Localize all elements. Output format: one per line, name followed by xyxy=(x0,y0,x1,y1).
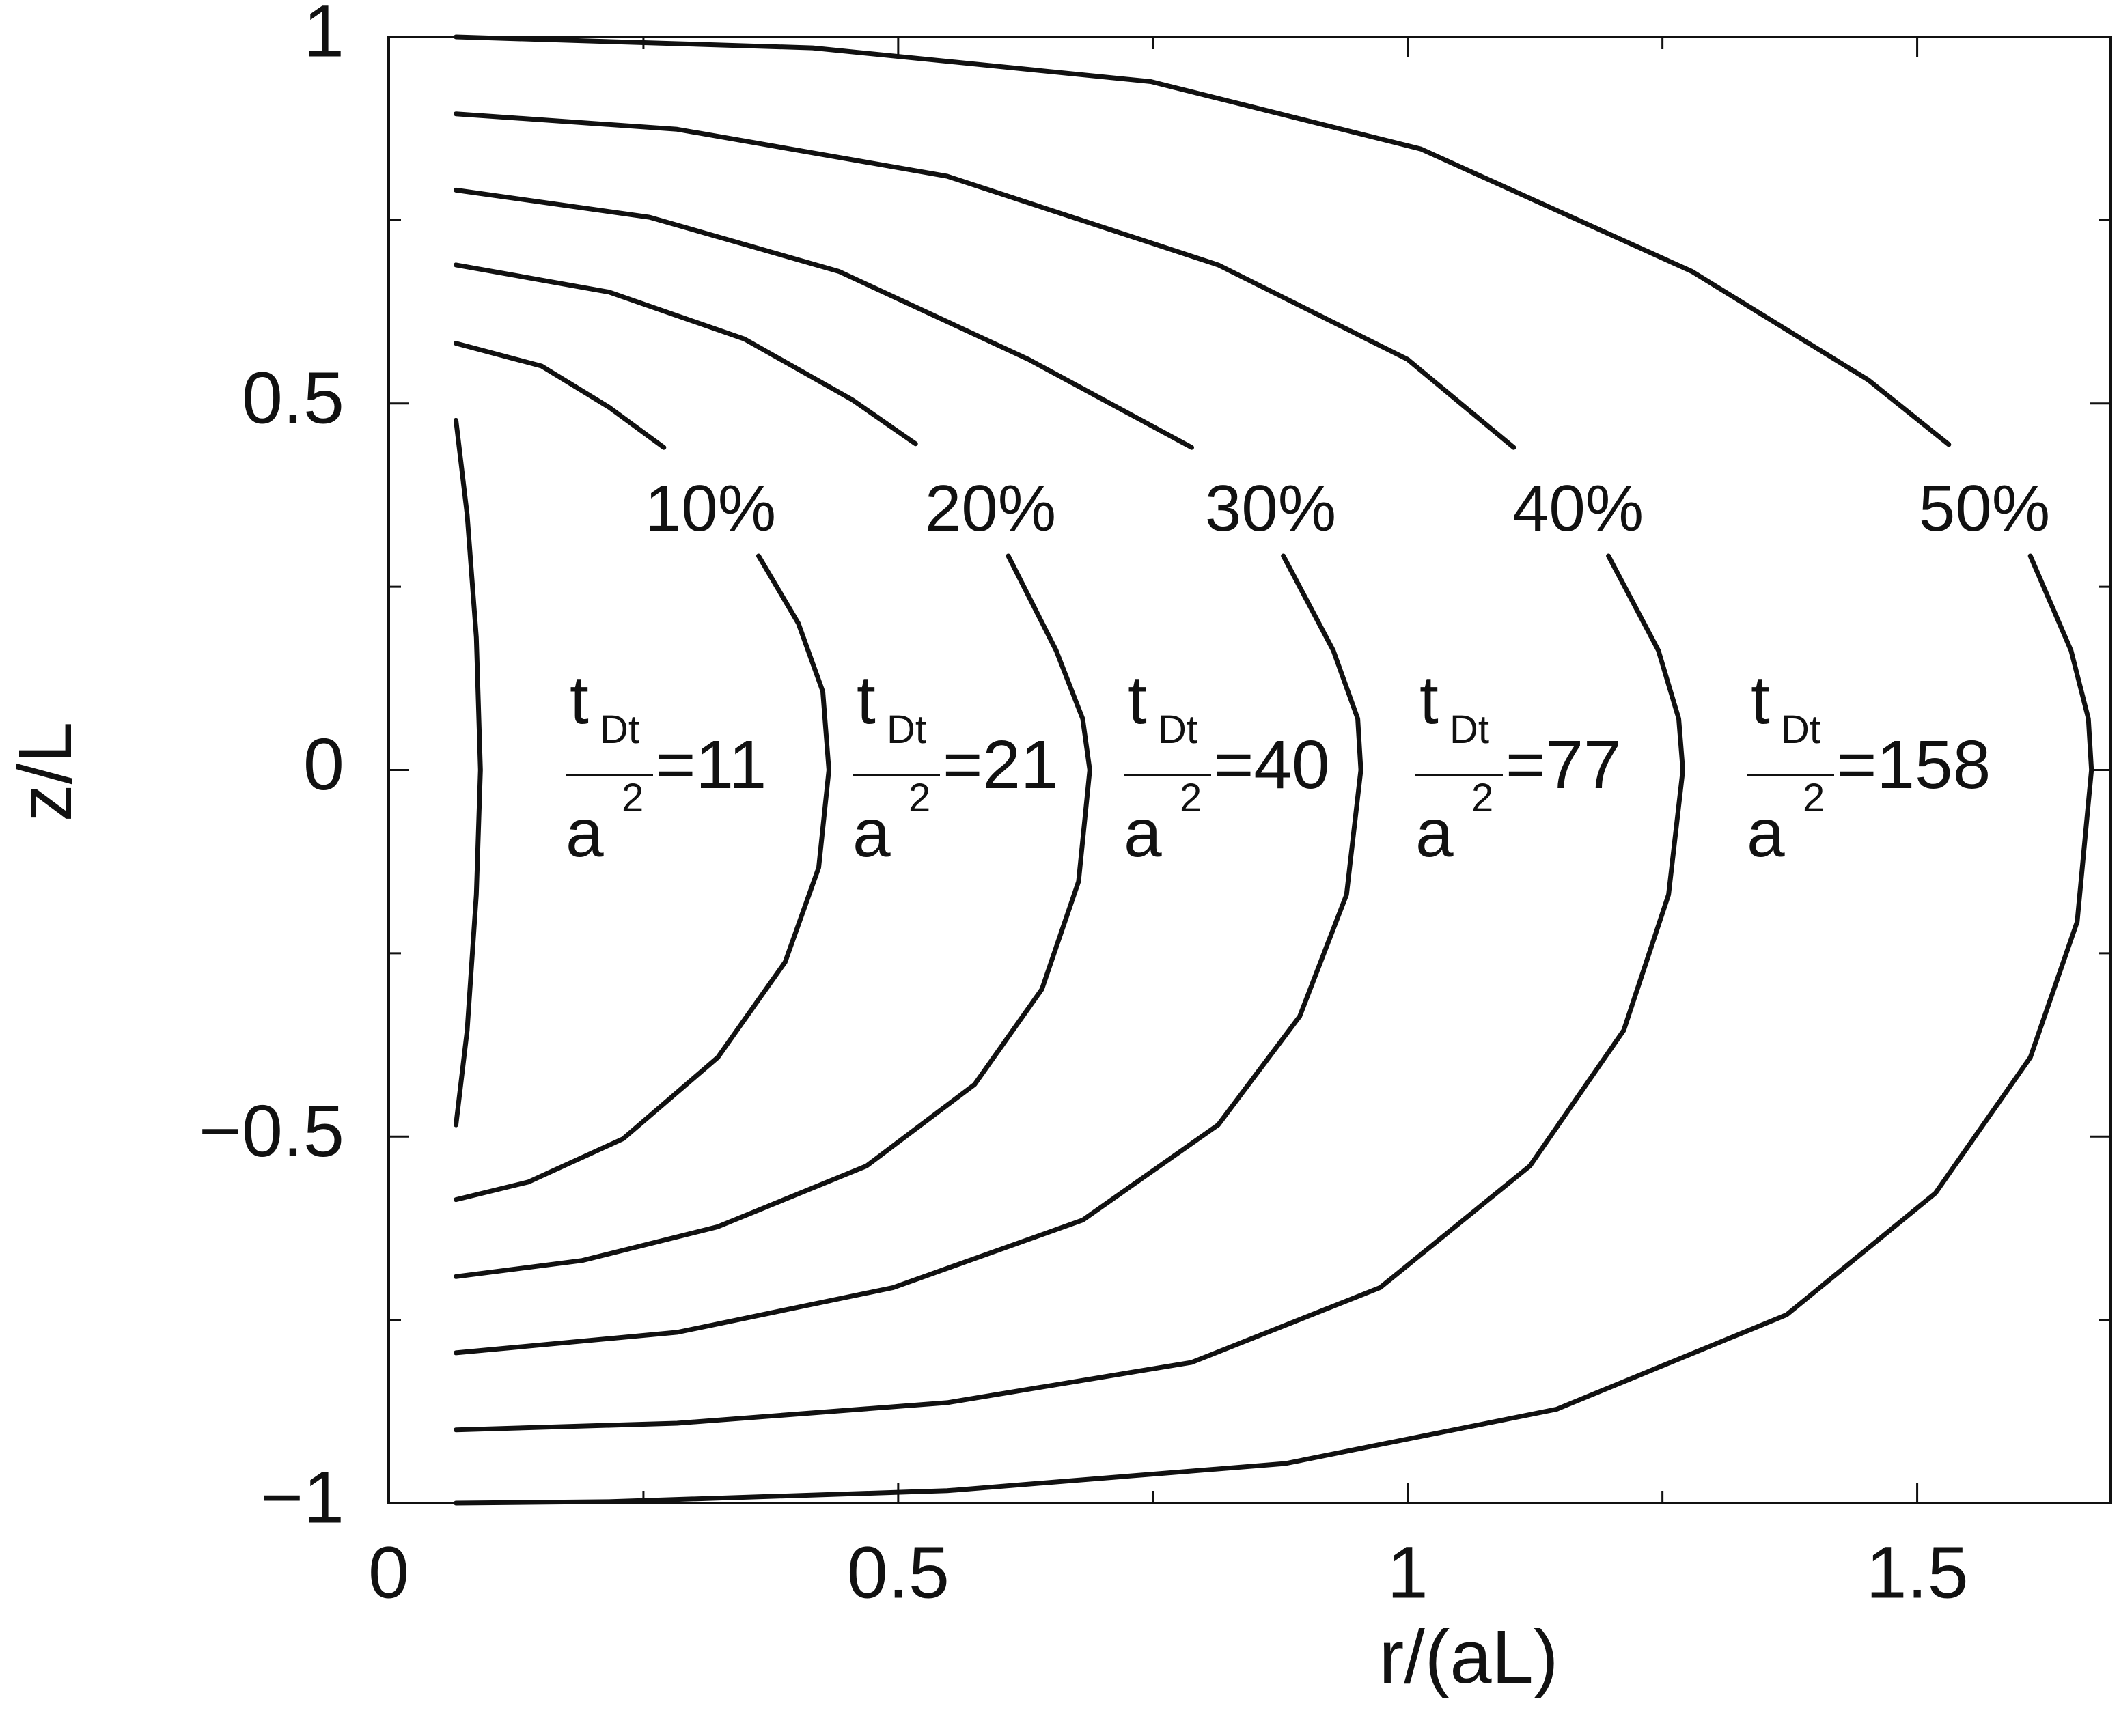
time-numerator: t xyxy=(857,662,876,738)
y-tick-label: 1 xyxy=(303,0,344,72)
contour-line xyxy=(454,34,2094,1506)
y-tick-label: −0.5 xyxy=(199,1089,344,1172)
time-numerator: t xyxy=(1419,662,1439,738)
time-value: =77 xyxy=(1506,727,1622,803)
time-numerator: t xyxy=(1751,662,1770,738)
time-value: =11 xyxy=(656,727,766,803)
time-value: =21 xyxy=(943,727,1059,803)
time-value: =40 xyxy=(1214,727,1330,803)
time-subscript: Dt xyxy=(1450,708,1489,752)
percent-label: 40% xyxy=(1512,472,1644,545)
time-denominator: a xyxy=(853,795,891,871)
time-superscript: 2 xyxy=(1471,776,1493,820)
time-numerator: t xyxy=(570,662,589,738)
y-tick-label: −1 xyxy=(260,1456,344,1539)
time-subscript: Dt xyxy=(887,708,926,752)
time-value: =158 xyxy=(1837,727,1991,803)
time-denominator: a xyxy=(566,795,604,871)
percent-label: 50% xyxy=(1919,472,2050,545)
contour-line xyxy=(454,417,483,1128)
y-tick-label: 0.5 xyxy=(242,356,344,438)
contour-line xyxy=(454,187,1363,1356)
time-subscript: Dt xyxy=(600,708,639,752)
time-denominator: a xyxy=(1415,795,1454,871)
time-superscript: 2 xyxy=(1803,776,1825,820)
x-tick-label: 0.5 xyxy=(847,1531,950,1614)
x-axis-title: r/(aL) xyxy=(1379,1615,1559,1699)
contour-line xyxy=(454,111,1685,1433)
x-tick-label: 1 xyxy=(1387,1531,1428,1614)
percent-label: 20% xyxy=(925,472,1056,545)
time-superscript: 2 xyxy=(909,776,930,820)
time-subscript: Dt xyxy=(1781,708,1820,752)
x-tick-label: 0 xyxy=(368,1531,409,1614)
time-superscript: 2 xyxy=(622,776,643,820)
time-denominator: a xyxy=(1747,795,1785,871)
time-subscript: Dt xyxy=(1158,708,1197,752)
contour-line xyxy=(454,341,831,1203)
time-denominator: a xyxy=(1124,795,1162,871)
y-axis-title: z/L xyxy=(3,722,87,822)
y-tick-label: 0 xyxy=(303,723,344,805)
percent-label: 30% xyxy=(1205,472,1336,545)
x-tick-label: 1.5 xyxy=(1866,1531,1969,1614)
time-numerator: t xyxy=(1128,662,1147,738)
contour-line xyxy=(454,262,1092,1279)
time-superscript: 2 xyxy=(1180,776,1202,820)
percent-label: 10% xyxy=(645,472,776,545)
